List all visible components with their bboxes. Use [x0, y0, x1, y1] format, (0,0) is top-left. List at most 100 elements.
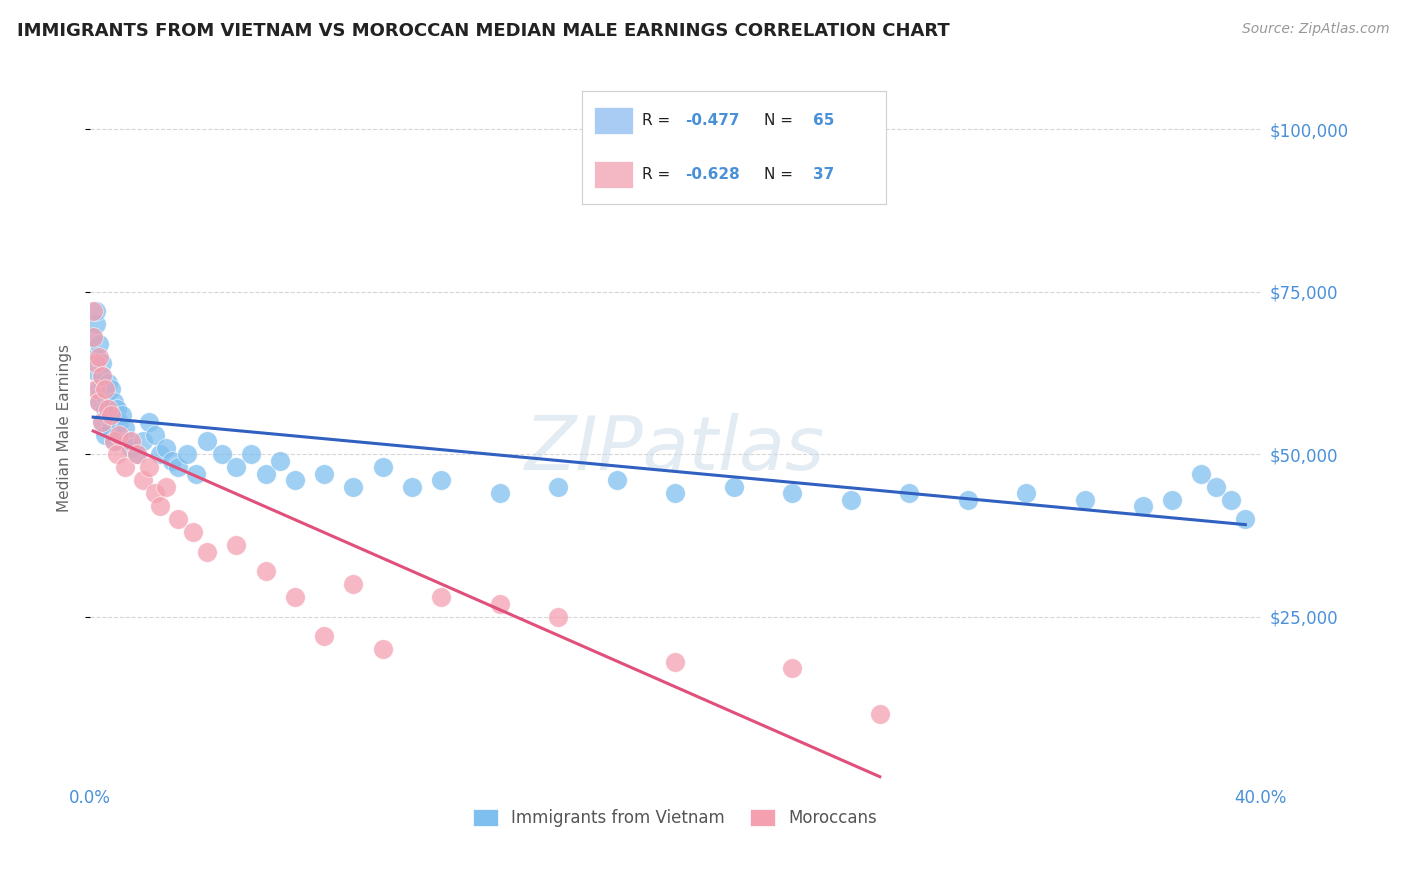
- Point: [1191, 467, 1213, 481]
- Point: [114, 421, 136, 435]
- Point: [97, 408, 120, 422]
- Point: [606, 473, 628, 487]
- Point: [240, 447, 263, 461]
- Point: [117, 434, 139, 449]
- Point: [94, 401, 117, 416]
- Point: [488, 597, 510, 611]
- Point: [1073, 492, 1095, 507]
- Point: [342, 577, 364, 591]
- Text: Source: ZipAtlas.com: Source: ZipAtlas.com: [1241, 22, 1389, 37]
- Point: [1132, 499, 1154, 513]
- Point: [87, 336, 110, 351]
- Point: [105, 401, 128, 416]
- Point: [664, 486, 686, 500]
- Point: [1205, 480, 1227, 494]
- Point: [1161, 492, 1184, 507]
- Point: [103, 395, 125, 409]
- Point: [155, 441, 177, 455]
- Point: [225, 538, 247, 552]
- Point: [120, 434, 142, 449]
- Point: [90, 415, 112, 429]
- Legend: Immigrants from Vietnam, Moroccans: Immigrants from Vietnam, Moroccans: [467, 802, 884, 834]
- Point: [195, 434, 218, 449]
- Point: [100, 421, 122, 435]
- Point: [956, 492, 979, 507]
- Point: [211, 447, 233, 461]
- Point: [132, 434, 155, 449]
- Point: [82, 362, 104, 376]
- Point: [1015, 486, 1038, 500]
- Point: [839, 492, 862, 507]
- Point: [488, 486, 510, 500]
- Point: [342, 480, 364, 494]
- Point: [84, 356, 107, 370]
- Point: [84, 318, 107, 332]
- Point: [105, 447, 128, 461]
- Point: [132, 473, 155, 487]
- Point: [723, 480, 745, 494]
- Point: [167, 460, 190, 475]
- Point: [225, 460, 247, 475]
- Point: [1234, 512, 1257, 526]
- Point: [254, 467, 277, 481]
- Point: [284, 590, 307, 604]
- Point: [100, 408, 122, 422]
- Point: [94, 389, 117, 403]
- Point: [143, 486, 166, 500]
- Point: [138, 415, 160, 429]
- Point: [114, 460, 136, 475]
- Point: [84, 350, 107, 364]
- Y-axis label: Median Male Earnings: Median Male Earnings: [58, 344, 72, 512]
- Point: [181, 525, 204, 540]
- Text: IMMIGRANTS FROM VIETNAM VS MOROCCAN MEDIAN MALE EARNINGS CORRELATION CHART: IMMIGRANTS FROM VIETNAM VS MOROCCAN MEDI…: [17, 22, 949, 40]
- Point: [125, 447, 148, 461]
- Point: [547, 480, 569, 494]
- Point: [103, 434, 125, 449]
- Point: [269, 453, 291, 467]
- Point: [780, 661, 803, 675]
- Point: [90, 369, 112, 384]
- Point: [111, 408, 134, 422]
- Point: [97, 376, 120, 390]
- Point: [664, 655, 686, 669]
- Point: [103, 434, 125, 449]
- Point: [94, 427, 117, 442]
- Point: [167, 512, 190, 526]
- Point: [97, 401, 120, 416]
- Point: [869, 706, 891, 721]
- Point: [120, 441, 142, 455]
- Point: [87, 350, 110, 364]
- Point: [84, 382, 107, 396]
- Point: [284, 473, 307, 487]
- Point: [143, 427, 166, 442]
- Point: [82, 330, 104, 344]
- Point: [90, 415, 112, 429]
- Point: [430, 590, 453, 604]
- Point: [90, 369, 112, 384]
- Point: [160, 453, 183, 467]
- Point: [430, 473, 453, 487]
- Point: [87, 395, 110, 409]
- Point: [149, 447, 172, 461]
- Point: [780, 486, 803, 500]
- Point: [547, 609, 569, 624]
- Point: [108, 415, 131, 429]
- Point: [87, 395, 110, 409]
- Point: [82, 330, 104, 344]
- Point: [371, 460, 394, 475]
- Point: [149, 499, 172, 513]
- Point: [371, 642, 394, 657]
- Point: [184, 467, 207, 481]
- Point: [155, 480, 177, 494]
- Point: [108, 427, 131, 442]
- Point: [82, 304, 104, 318]
- Point: [100, 382, 122, 396]
- Point: [314, 467, 336, 481]
- Point: [195, 544, 218, 558]
- Point: [898, 486, 921, 500]
- Point: [87, 382, 110, 396]
- Point: [1219, 492, 1241, 507]
- Point: [401, 480, 423, 494]
- Point: [176, 447, 198, 461]
- Text: ZIPatlas: ZIPatlas: [524, 413, 825, 485]
